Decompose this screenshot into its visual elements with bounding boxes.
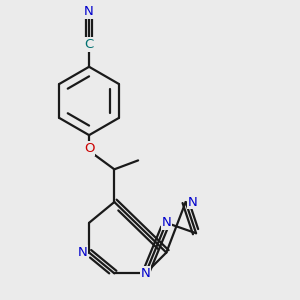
Text: O: O	[84, 142, 94, 155]
Text: C: C	[84, 38, 94, 51]
Text: N: N	[141, 267, 150, 280]
Text: N: N	[161, 216, 171, 229]
Text: N: N	[187, 196, 197, 208]
Text: N: N	[84, 5, 94, 18]
Text: N: N	[78, 246, 87, 259]
